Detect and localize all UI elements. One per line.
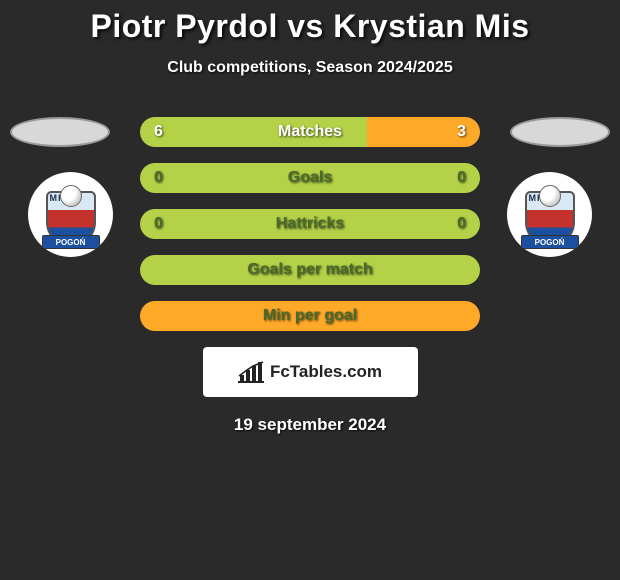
comparison-panel: MKP POGOŃ MKP POGOŃ Matches63Goals00Hatt… bbox=[0, 117, 620, 435]
stat-value-left: 0 bbox=[154, 163, 163, 193]
stat-label: Goals per match bbox=[140, 255, 480, 285]
crest-ribbon-text: POGOŃ bbox=[42, 235, 100, 249]
stat-label: Matches bbox=[140, 117, 480, 147]
stat-value-right: 0 bbox=[457, 163, 466, 193]
stat-value-right: 3 bbox=[457, 117, 466, 147]
stat-row: Min per goal bbox=[140, 301, 480, 331]
player-right-avatar bbox=[510, 117, 610, 147]
stat-rows: Matches63Goals00Hattricks00Goals per mat… bbox=[140, 117, 480, 331]
stat-row: Hattricks0 0 bbox=[140, 209, 480, 239]
club-badge-right: MKP POGOŃ bbox=[507, 172, 592, 257]
club-badge-left: MKP POGOŃ bbox=[28, 172, 113, 257]
stat-value-left: 6 bbox=[154, 117, 163, 147]
bar-chart-icon bbox=[238, 361, 264, 383]
stat-value-left: 0 bbox=[154, 209, 163, 239]
subtitle: Club competitions, Season 2024/2025 bbox=[0, 59, 620, 77]
crest-ribbon-text: POGOŃ bbox=[521, 235, 579, 249]
stat-row: Goals per match bbox=[140, 255, 480, 285]
brand-text: FcTables.com bbox=[270, 362, 382, 382]
stat-row: Matches6 3 bbox=[140, 117, 480, 147]
stat-row: Goals0 0 bbox=[140, 163, 480, 193]
brand-box: FcTables.com bbox=[203, 347, 418, 397]
date-text: 19 september 2024 bbox=[0, 415, 620, 435]
stat-value-right: 0 bbox=[457, 209, 466, 239]
stat-label: Hattricks bbox=[140, 209, 480, 239]
player-left-avatar bbox=[10, 117, 110, 147]
club-crest-icon: MKP POGOŃ bbox=[38, 179, 104, 251]
page-title: Piotr Pyrdol vs Krystian Mis bbox=[0, 0, 620, 45]
stat-label: Min per goal bbox=[140, 301, 480, 331]
stat-label: Goals bbox=[140, 163, 480, 193]
club-crest-icon: MKP POGOŃ bbox=[517, 179, 583, 251]
